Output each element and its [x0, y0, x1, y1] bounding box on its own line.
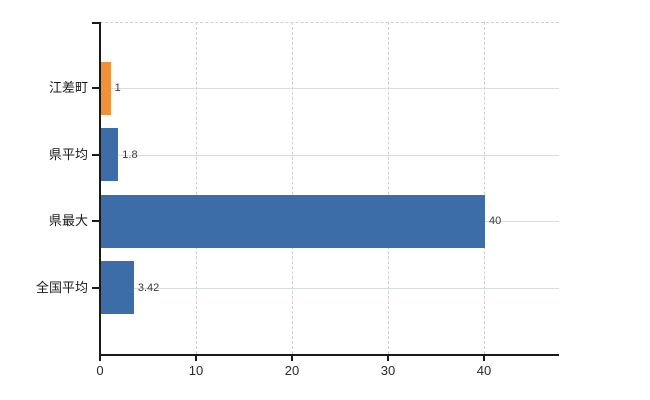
x-gridline: [292, 22, 293, 354]
bar-value-label: 1: [114, 82, 121, 95]
category-label: 全国平均: [35, 279, 88, 295]
y-axis-line: [99, 22, 101, 356]
y-axis-tick: [92, 153, 100, 156]
bar[interactable]: [101, 261, 134, 315]
bar-value-label: 40: [489, 215, 502, 228]
y-axis-tick: [92, 286, 100, 289]
x-tick-label: 30: [380, 363, 396, 378]
x-axis-tick: [291, 356, 293, 361]
x-axis-tick: [387, 356, 389, 361]
x-axis-line: [99, 354, 559, 356]
bar[interactable]: [101, 61, 111, 115]
x-tick-label: 20: [284, 363, 300, 378]
x-tick-label: 40: [476, 363, 492, 378]
y-gridline: [101, 154, 559, 156]
bar-value-label: 1.8: [122, 148, 138, 161]
y-gridline: [101, 88, 559, 90]
x-gridline: [388, 22, 389, 354]
y-gridline: [101, 287, 559, 289]
x-axis-tick: [195, 356, 197, 361]
x-axis-tick: [483, 356, 485, 361]
x-gridline: [484, 22, 485, 354]
y-axis-tick: [92, 220, 100, 223]
category-label: 県最大: [48, 213, 88, 229]
bar-value-label: 3.42: [137, 281, 160, 294]
bar[interactable]: [101, 194, 485, 248]
plot-top-border: [100, 22, 559, 23]
bar[interactable]: [101, 128, 119, 182]
x-axis-tick: [99, 356, 101, 361]
x-tick-label: 0: [96, 363, 104, 378]
category-label: 県平均: [48, 146, 88, 162]
x-gridline: [196, 22, 197, 354]
y-axis-tick: [92, 87, 100, 90]
category-label: 江差町: [48, 80, 88, 96]
x-tick-label: 10: [188, 363, 204, 378]
y-axis-tick: [92, 22, 100, 24]
